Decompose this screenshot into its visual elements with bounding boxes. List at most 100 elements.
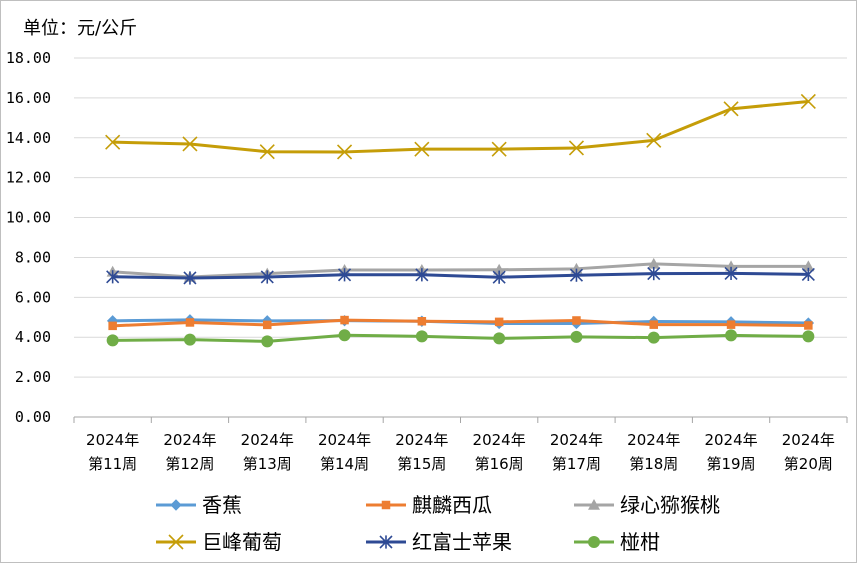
data-point (493, 263, 506, 275)
x-tick-label-year: 2024年 (704, 431, 757, 449)
marker-stroke (105, 134, 121, 150)
data-point (800, 93, 816, 110)
data-point (263, 320, 272, 330)
marker-stroke (491, 141, 507, 157)
data-point (724, 266, 738, 280)
x-tick-label-year: 2024年 (627, 431, 680, 449)
y-tick-label: 14.00 (6, 129, 51, 147)
y-tick-label: 12.00 (6, 169, 51, 187)
series-line (112, 271, 809, 280)
x-tick-label-week: 第16周 (475, 455, 524, 473)
data-point (725, 329, 738, 342)
y-tick-label: 18.00 (6, 49, 51, 67)
legend-swatch-marker (588, 499, 600, 510)
x-tick-label-week: 第12周 (165, 455, 214, 473)
x-tick-label-year: 2024年 (550, 431, 603, 449)
x-tick-label-year: 2024年 (395, 431, 448, 449)
data-point (647, 266, 661, 281)
series-6 (106, 329, 815, 348)
data-point (492, 270, 506, 284)
grid-layer (74, 57, 847, 378)
marker-stroke (414, 141, 430, 157)
marker-stroke (800, 93, 816, 110)
x-tick-label-year: 2024年 (473, 431, 526, 449)
legend-item: 麒麟西瓜 (366, 493, 492, 517)
x-tick-label-week: 第15周 (397, 455, 446, 473)
legend-label: 麒麟西瓜 (412, 493, 492, 517)
marker-stroke (568, 140, 585, 156)
data-point (261, 335, 274, 348)
data-point (802, 330, 815, 343)
marker-stroke (646, 132, 662, 148)
marker-stroke (168, 534, 184, 550)
data-point (494, 317, 504, 327)
data-point (338, 329, 351, 342)
legend-swatch-marker (170, 499, 182, 511)
axis-layer: 0.00 2.00 4.00 6.00 8.00 10.00 12.00 14.00 16.00… (6, 49, 848, 473)
data-point (804, 321, 813, 330)
legend-swatch-marker (379, 535, 393, 549)
legend-swatch-marker (588, 536, 600, 548)
data-point (108, 321, 117, 331)
series-line (112, 99, 809, 154)
y-tick-label: 6.00 (15, 288, 51, 306)
x-tick-label-week: 第19周 (707, 455, 756, 473)
data-point (568, 140, 585, 156)
x-tick-label-week: 第13周 (243, 455, 292, 473)
data-point (647, 331, 660, 344)
legend-swatch-marker (381, 500, 391, 510)
data-point (259, 144, 275, 160)
y-tick-label: 16.00 (6, 89, 51, 107)
legend-item: 红富士苹果 (366, 530, 512, 554)
x-tick-label-week: 第11周 (88, 455, 137, 473)
data-point (570, 330, 583, 343)
x-tick-label-year: 2024年 (86, 431, 139, 449)
y-tick-label: 8.00 (15, 248, 51, 266)
data-point (417, 317, 427, 326)
data-point (802, 260, 815, 272)
data-point (337, 268, 352, 282)
y-tick-label: 0.00 (15, 408, 51, 426)
data-point (647, 257, 660, 269)
x-tick-label-week: 第18周 (629, 455, 678, 473)
series-layer (105, 93, 816, 348)
x-tick-label-week: 第20周 (784, 455, 833, 473)
x-tick-label-year: 2024年 (782, 431, 835, 449)
data-point (183, 333, 196, 346)
y-tick-label: 10.00 (6, 209, 51, 227)
data-point (491, 141, 507, 157)
data-point (260, 270, 274, 284)
x-tick-label-week: 第14周 (320, 455, 369, 473)
y-tick-label: 4.00 (15, 328, 51, 346)
x-tick-label-week: 第17周 (552, 455, 601, 473)
series-line (112, 262, 809, 279)
data-point (106, 334, 119, 347)
series-line (112, 333, 809, 343)
data-point (182, 136, 198, 152)
data-point (493, 332, 506, 345)
marker-stroke (259, 144, 275, 160)
data-point (185, 318, 195, 327)
series-2 (108, 315, 813, 331)
marker-stroke (336, 144, 353, 160)
data-point (106, 270, 120, 284)
legend-swatch-marker (168, 534, 184, 550)
legend-item: 巨峰葡萄 (156, 530, 282, 554)
data-point (649, 320, 658, 329)
data-point (340, 315, 349, 325)
legend-item: 绿心猕猴桃 (574, 493, 720, 517)
legend-label: 香蕉 (202, 493, 242, 517)
data-point (569, 268, 584, 282)
legend-item: 香蕉 (156, 493, 242, 517)
x-tick-label-year: 2024年 (163, 431, 216, 449)
marker-stroke (182, 136, 198, 152)
x-tick-label-year: 2024年 (318, 431, 371, 449)
series-4 (105, 93, 816, 160)
data-point (725, 260, 738, 272)
marker-stroke (723, 101, 739, 117)
data-point (415, 268, 429, 282)
unit-label: 单位：元/公斤 (23, 18, 137, 39)
